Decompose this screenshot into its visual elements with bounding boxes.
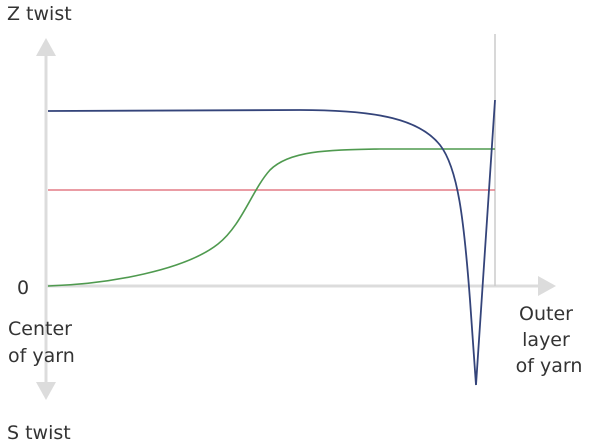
x-axis-right-arrow (538, 276, 556, 296)
green-curve (47, 148, 495, 287)
outer-layer-label: Outer layer of yarn (516, 303, 583, 377)
center-of-yarn-line-1: Center (8, 318, 72, 340)
s-twist-label: S twist (7, 422, 71, 444)
center-of-yarn-label: Center of yarn (8, 318, 78, 367)
z-twist-label: Z twist (7, 3, 72, 25)
origin-label: 0 (17, 277, 29, 299)
y-axis-up-arrow (36, 38, 56, 56)
blue-curve (47, 99, 496, 386)
outer-layer-line-2: layer (522, 329, 570, 351)
outer-layer-line-3: of yarn (516, 355, 583, 377)
outer-layer-line-1: Outer (519, 303, 573, 325)
center-of-yarn-line-2: of yarn (8, 345, 75, 367)
y-axis-down-arrow (36, 382, 56, 400)
